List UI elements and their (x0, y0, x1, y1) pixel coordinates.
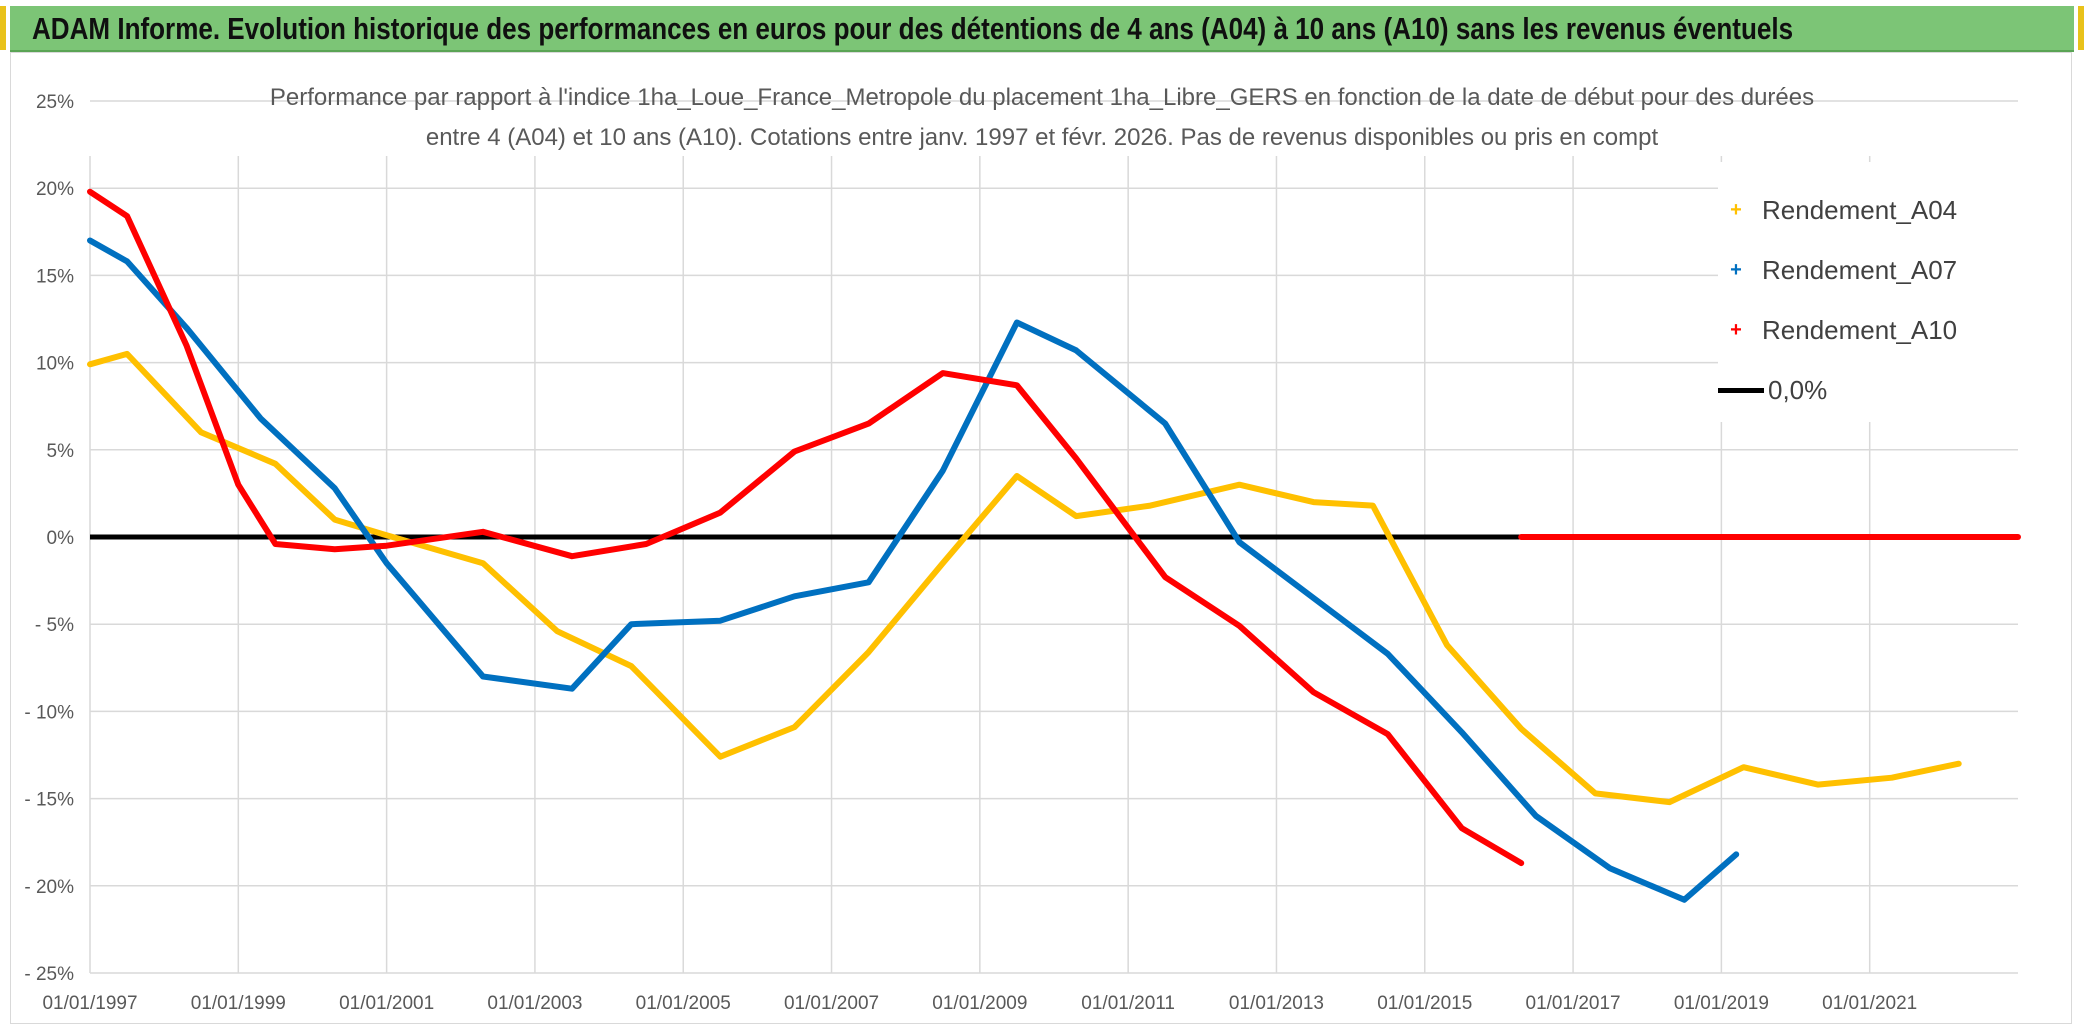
x-tick-label: 01/01/2005 (636, 993, 731, 1014)
y-tick-label: 5% (47, 441, 75, 462)
y-tick-label: - 25% (24, 964, 74, 985)
chart-title-line-1: Performance par rapport à l'indice 1ha_L… (270, 84, 1814, 111)
x-axis-ticks: 01/01/1997 01/01/1999 01/01/2001 01/01/2003… (42, 993, 1917, 1014)
banner-right-accent (2078, 6, 2084, 50)
y-tick-label: - 20% (24, 877, 74, 898)
x-tick-label: 01/01/2015 (1377, 993, 1472, 1014)
x-tick-label: 01/01/1997 (42, 993, 137, 1014)
y-tick-label: 10% (36, 354, 74, 375)
y-tick-label: - 10% (24, 702, 74, 723)
report-banner: ADAM Informe. Evolution historique des p… (10, 6, 2074, 52)
x-tick-label: 01/01/2021 (1822, 993, 1917, 1014)
legend-item-a10: + Rendement_A10 (1718, 310, 1957, 350)
y-tick-label: 0% (47, 528, 75, 549)
x-tick-label: 01/01/2013 (1229, 993, 1324, 1014)
legend-label-a04: Rendement_A04 (1762, 194, 1958, 225)
series-layer (87, 188, 2021, 903)
legend-marker-a04: + (1730, 198, 1742, 221)
legend-item-a04: + Rendement_A04 (1718, 190, 1957, 230)
chart-title-line-2: entre 4 (A04) et 10 ans (A10). Cotations… (426, 124, 1659, 151)
legend-line-zero (1718, 387, 1764, 393)
legend-marker-a07: + (1730, 258, 1742, 281)
chart-title: Performance par rapport à l'indice 1ha_L… (270, 84, 1814, 151)
x-tick-label: 01/01/2017 (1526, 993, 1621, 1014)
report-title: ADAM Informe. Evolution historique des p… (32, 11, 1794, 46)
x-tick-label: 01/01/2007 (784, 993, 879, 1014)
y-tick-label: - 5% (35, 615, 74, 636)
chart-legend: + Rendement_A04 + Rendement_A07 + Rendem… (1718, 162, 2018, 422)
y-tick-label: 20% (36, 179, 74, 200)
chart-area (10, 52, 2072, 1024)
x-tick-label: 01/01/1999 (191, 993, 286, 1014)
x-tick-label: 01/01/2001 (339, 993, 434, 1014)
legend-item-a07: + Rendement_A07 (1718, 250, 1957, 290)
y-tick-label: - 15% (24, 790, 74, 811)
legend-label-a07: Rendement_A07 (1762, 254, 1958, 285)
y-axis-ticks: 25% 20% 15% 10% 5% 0% - 5% - 10% - 15% - 20% - 25% (24, 92, 74, 985)
series-line-rendement-a07 (87, 237, 1740, 903)
legend-item-zero: 0,0% (1718, 370, 1827, 410)
x-tick-label: 01/01/2011 (1081, 993, 1175, 1014)
legend-label-zero: 0,0% (1768, 374, 1828, 405)
series-line-rendement-a04 (87, 350, 1962, 806)
legend-label-a10: Rendement_A10 (1762, 314, 1958, 345)
y-tick-label: 15% (36, 266, 74, 287)
banner-left-accent (0, 6, 6, 50)
legend-marker-a10: + (1730, 318, 1742, 341)
series-line-rendement-a10 (87, 188, 1525, 867)
x-tick-label: 01/01/2003 (487, 993, 582, 1014)
x-tick-label: 01/01/2009 (932, 993, 1027, 1014)
y-tick-label: 25% (36, 92, 74, 113)
x-tick-label: 01/01/2019 (1674, 993, 1769, 1014)
